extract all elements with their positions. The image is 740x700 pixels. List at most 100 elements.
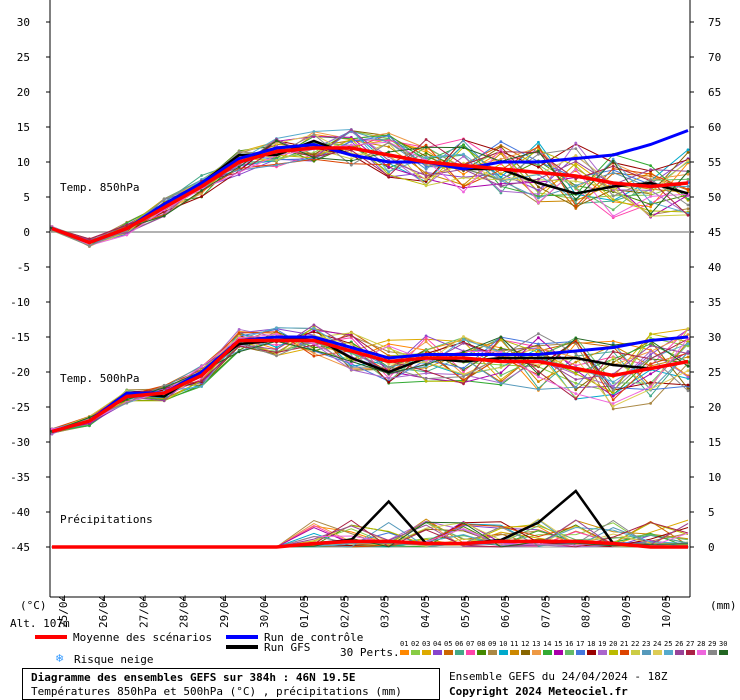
t500-member-point (200, 365, 204, 368)
pert-number: 19 (598, 640, 606, 648)
legend-mean-label: Moyenne des scénarios (73, 631, 212, 644)
t850-member-point (649, 168, 652, 172)
t850-member-point (499, 189, 503, 193)
t500-member-point (611, 356, 615, 359)
pert-number: 14 (543, 640, 551, 648)
t500-member-point (312, 323, 316, 327)
date-label: 05/05 (459, 595, 472, 628)
pert-swatch (653, 650, 662, 655)
t500-member-point (649, 344, 652, 348)
t500-member-point (462, 375, 465, 378)
t850-member-point (686, 170, 690, 173)
pert-swatch (719, 650, 728, 655)
t500-member-point (537, 388, 540, 391)
t850-member-point (611, 157, 615, 161)
t850-member-point (349, 139, 353, 143)
t500-member-point (200, 385, 204, 388)
pert-number: 12 (521, 640, 529, 648)
t850-section-label: Temp. 850hPa (60, 181, 139, 194)
t500-member-point (462, 341, 465, 345)
t500-member-point (686, 375, 690, 379)
t850-member-point (611, 194, 615, 198)
pert-swatch (675, 650, 684, 655)
t500-member-point (649, 349, 652, 353)
right-tick-label: 75 (708, 16, 721, 29)
t500-member-line (51, 324, 689, 432)
pert-number: 06 (455, 640, 463, 648)
t500-member-point (649, 355, 652, 359)
t850-member-point (387, 163, 391, 167)
t500-member-point (88, 416, 91, 419)
right-tick-label: 25 (708, 366, 721, 379)
t850-member-point (537, 188, 540, 192)
right-tick-label: 20 (708, 401, 721, 414)
t850-member-point (574, 154, 578, 157)
date-label: 07/05 (539, 595, 552, 628)
t850-member-point (424, 184, 428, 188)
pert-number: 21 (620, 640, 628, 648)
t500-member-point (387, 347, 391, 350)
t850-member-point (237, 171, 241, 174)
t850-member-point (537, 196, 540, 200)
t850-member-point (237, 168, 241, 172)
right-tick-label: 10 (708, 471, 721, 484)
right-tick-label: 35 (708, 296, 721, 309)
pert-swatch (587, 650, 596, 655)
pert-number: 30 (719, 640, 727, 648)
pert-swatch (466, 650, 475, 655)
t500-member-point (611, 394, 615, 398)
t850-member-point (424, 143, 428, 147)
t500-member-point (686, 355, 690, 359)
t850-member-point (686, 148, 690, 152)
t850-member-point (312, 130, 316, 133)
t500-member-point (499, 378, 503, 382)
t850-member-point (387, 134, 391, 138)
t500-member-point (686, 389, 690, 393)
pert-number: 07 (466, 640, 474, 648)
pert-number: 23 (642, 640, 650, 648)
t500-member-point (275, 343, 278, 347)
t500-member-point (349, 362, 353, 365)
t850-member-point (349, 137, 353, 141)
t500-member-point (462, 366, 465, 370)
t850-member-point (686, 151, 690, 154)
t850-member-point (686, 177, 690, 181)
t850-member-point (424, 165, 428, 169)
t850-member-point (611, 159, 615, 163)
pert-number: 28 (697, 640, 705, 648)
t500-member-point (312, 348, 316, 352)
t500-member-point (611, 407, 615, 411)
left-tick-label: -40 (10, 506, 30, 519)
t500-member-point (574, 381, 578, 385)
right-tick-label: 30 (708, 331, 721, 344)
t850-member-point (537, 163, 540, 167)
t850-member-point (574, 164, 578, 168)
t500-member-point (312, 330, 316, 334)
t500-member-point (275, 348, 278, 351)
t850-member-point (537, 145, 540, 148)
t850-member-point (686, 203, 690, 207)
pert-number: 04 (433, 640, 441, 648)
t850-member-point (499, 176, 503, 179)
pert-number: 08 (477, 640, 485, 648)
left-tick-label: 5 (23, 191, 30, 204)
t500-member-point (574, 360, 578, 364)
date-label: 10/05 (660, 595, 673, 628)
t500-member-point (686, 383, 690, 387)
t500-member-point (611, 391, 615, 394)
date-label: 06/05 (499, 595, 512, 628)
t850-member-point (537, 140, 540, 144)
t850-member-point (237, 150, 241, 154)
t850-member-point (424, 155, 428, 159)
t850-member-point (125, 231, 129, 235)
t500-member-point (499, 381, 503, 385)
t500-member-point (387, 380, 391, 384)
t850-member-point (88, 237, 91, 241)
t850-member-point (649, 195, 652, 198)
pert-swatch (620, 650, 629, 655)
left-tick-label: 15 (17, 121, 30, 134)
t500-member-point (312, 327, 316, 330)
t500-member-point (312, 346, 316, 350)
t850-member-point (574, 177, 578, 181)
